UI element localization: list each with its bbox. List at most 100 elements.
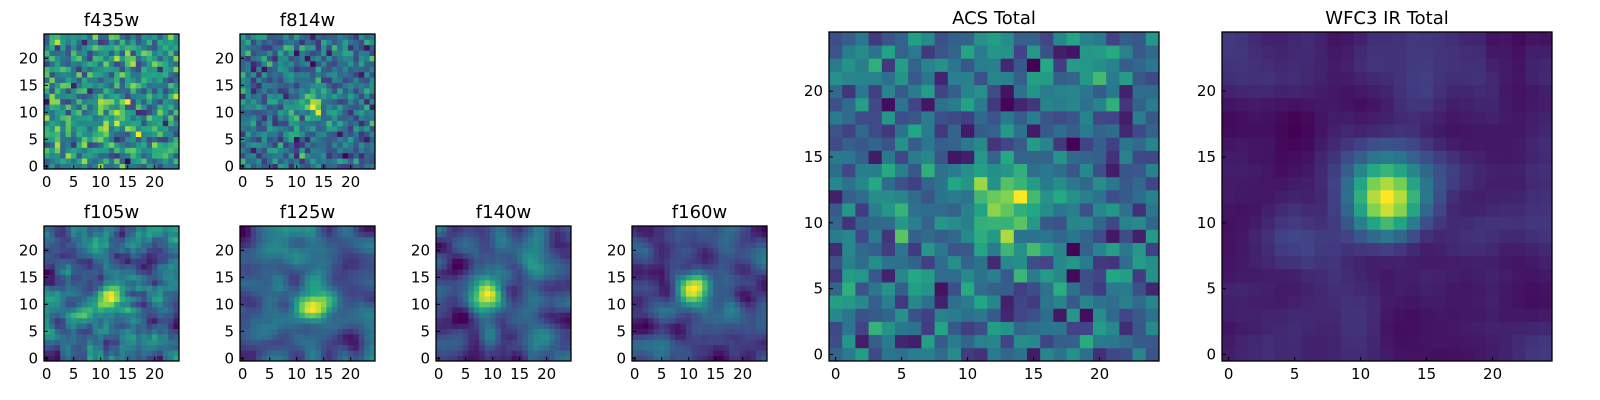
- heatmap-cell: [256, 328, 262, 335]
- heatmap-cell: [315, 280, 322, 286]
- heatmap-cell: [479, 290, 485, 297]
- heatmap-cell: [250, 163, 257, 170]
- heatmap-cell: [669, 269, 676, 275]
- heatmap-cell: [44, 88, 50, 94]
- heatmap-cell: [1274, 321, 1289, 336]
- heatmap-cell: [261, 247, 268, 254]
- heatmap-cell: [315, 296, 322, 302]
- heatmap-cell: [1027, 150, 1041, 164]
- heatmap-cell: [146, 109, 153, 116]
- heatmap-cell: [653, 236, 660, 243]
- heatmap-cell: [632, 253, 638, 259]
- heatmap-cell: [250, 355, 257, 362]
- heatmap-cell: [125, 296, 131, 302]
- heatmap-cell: [146, 236, 153, 243]
- heatmap-cell: [321, 55, 327, 62]
- heatmap-cell: [1446, 124, 1460, 138]
- heatmap-cell: [337, 66, 343, 73]
- heatmap-cell: [288, 339, 295, 346]
- heatmap-cell: [560, 301, 566, 308]
- heatmap-cell: [54, 115, 61, 121]
- heatmap-cell: [506, 355, 512, 362]
- heatmap-cell: [484, 269, 491, 275]
- heatmap-cell: [855, 347, 869, 362]
- heatmap-cell: [1013, 150, 1028, 164]
- y-tick-label: 0: [224, 157, 234, 175]
- heatmap-cell: [60, 355, 66, 362]
- heatmap-cell: [98, 301, 104, 308]
- heatmap-cell: [675, 285, 681, 292]
- heatmap-cell: [326, 34, 333, 40]
- heatmap-cell: [637, 350, 644, 356]
- heatmap-cell: [321, 44, 327, 51]
- heatmap-cell: [560, 317, 566, 324]
- heatmap-cell: [152, 125, 158, 132]
- heatmap-cell: [1132, 58, 1147, 72]
- heatmap-cell: [157, 328, 164, 335]
- heatmap-cell: [337, 109, 343, 116]
- heatmap-cell: [162, 242, 169, 248]
- heatmap-cell: [299, 44, 306, 51]
- heatmap-cell: [294, 142, 300, 148]
- heatmap-cell: [1027, 97, 1041, 112]
- heatmap-cell: [506, 280, 512, 286]
- heatmap-cell: [326, 269, 333, 275]
- heatmap-cell: [283, 55, 289, 62]
- heatmap-cell: [98, 98, 104, 105]
- heatmap-cell: [342, 323, 349, 329]
- heatmap-cell: [337, 147, 343, 154]
- heatmap-cell: [1274, 150, 1289, 164]
- heatmap-cell: [277, 93, 284, 100]
- heatmap-cell: [331, 158, 338, 164]
- heatmap-cell: [315, 269, 322, 275]
- heatmap-cell: [987, 229, 1001, 243]
- heatmap-cell: [331, 274, 338, 281]
- heatmap-cell: [157, 339, 164, 346]
- heatmap-cell: [761, 258, 768, 265]
- heatmap-cell: [261, 66, 268, 73]
- heatmap-cell: [272, 50, 279, 56]
- heatmap-cell: [1013, 334, 1028, 349]
- heatmap-cell: [98, 253, 104, 259]
- heatmap-cell: [135, 98, 142, 105]
- heatmap-cell: [125, 120, 131, 127]
- heatmap-cell: [1145, 282, 1160, 296]
- heatmap-cell: [130, 263, 137, 270]
- heatmap-cell: [267, 55, 273, 62]
- heatmap-cell: [1079, 334, 1094, 349]
- heatmap-cell: [310, 158, 316, 164]
- heatmap-cell: [114, 334, 120, 340]
- heatmap-cell: [152, 142, 158, 148]
- heatmap-cell: [473, 247, 480, 254]
- heatmap-cell: [369, 328, 376, 335]
- heatmap-cell: [331, 247, 338, 254]
- heatmap-cell: [1040, 255, 1054, 270]
- heatmap-cell: [103, 50, 110, 56]
- heatmap-cell: [364, 296, 370, 302]
- heatmap-cell: [473, 296, 480, 302]
- heatmap-cell: [669, 290, 676, 297]
- heatmap-cell: [162, 307, 169, 313]
- heatmap-cell: [1132, 110, 1147, 125]
- heatmap-cell: [659, 285, 665, 292]
- heatmap-cell: [364, 93, 370, 100]
- heatmap-cell: [369, 131, 376, 137]
- heatmap-cell: [245, 115, 252, 121]
- heatmap-cell: [76, 158, 83, 164]
- heatmap-cell: [310, 247, 316, 254]
- heatmap-cell: [173, 263, 180, 270]
- heatmap-cell: [141, 136, 147, 143]
- heatmap-cell: [310, 296, 316, 302]
- heatmap-cell: [642, 236, 649, 243]
- heatmap-cell: [675, 290, 681, 297]
- heatmap-cell: [974, 334, 988, 349]
- heatmap-cell: [855, 124, 869, 138]
- heatmap-cell: [506, 296, 512, 302]
- heatmap-cell: [1053, 150, 1067, 164]
- heatmap-cell: [500, 236, 507, 243]
- heatmap-cell: [691, 323, 698, 329]
- heatmap-cell: [680, 334, 687, 340]
- heatmap-cell: [331, 82, 338, 89]
- heatmap-cell: [342, 339, 349, 346]
- heatmap-cells: [632, 226, 768, 362]
